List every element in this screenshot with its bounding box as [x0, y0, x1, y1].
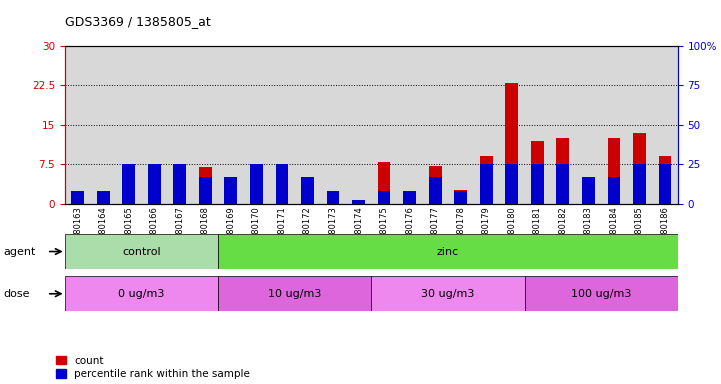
Bar	[327, 201, 340, 204]
Bar	[199, 177, 212, 204]
Bar	[174, 164, 186, 204]
Bar	[557, 138, 569, 204]
Bar	[403, 198, 416, 204]
Text: agent: agent	[4, 247, 36, 257]
Bar	[454, 191, 467, 204]
Bar	[65, 234, 218, 269]
Bar	[480, 164, 492, 204]
Bar	[199, 167, 212, 204]
Bar	[633, 164, 646, 204]
Bar	[250, 164, 262, 204]
Bar	[123, 166, 135, 204]
Text: 100 ug/m3: 100 ug/m3	[571, 289, 632, 299]
Bar	[557, 164, 569, 204]
Bar	[148, 187, 161, 204]
Bar	[403, 191, 416, 204]
Bar	[378, 191, 391, 204]
Bar	[352, 203, 365, 204]
Bar	[275, 164, 288, 204]
Bar	[525, 276, 678, 311]
Bar	[218, 276, 371, 311]
Bar	[531, 164, 544, 204]
Bar	[97, 199, 110, 204]
Bar	[65, 276, 218, 311]
Bar	[97, 191, 110, 204]
Bar	[250, 180, 262, 204]
Bar	[148, 164, 161, 204]
Bar	[608, 138, 620, 204]
Bar	[218, 234, 678, 269]
Bar	[505, 83, 518, 204]
Bar	[301, 193, 314, 204]
Bar	[429, 177, 441, 204]
Text: control: control	[122, 247, 161, 257]
Bar	[378, 162, 391, 204]
Bar	[224, 196, 237, 204]
Bar	[71, 203, 84, 204]
Bar	[71, 191, 84, 204]
Bar	[531, 141, 544, 204]
Bar	[582, 193, 595, 204]
Bar	[327, 191, 340, 204]
Bar	[224, 177, 237, 204]
Bar	[352, 200, 365, 204]
Bar	[658, 156, 671, 204]
Bar	[633, 133, 646, 204]
Bar	[658, 164, 671, 204]
Text: GDS3369 / 1385805_at: GDS3369 / 1385805_at	[65, 15, 211, 28]
Bar	[275, 166, 288, 204]
Bar	[371, 276, 525, 311]
Legend: count, percentile rank within the sample: count, percentile rank within the sample	[56, 356, 250, 379]
Bar	[480, 156, 492, 204]
Bar	[582, 177, 595, 204]
Bar	[608, 177, 620, 204]
Bar	[429, 166, 441, 204]
Bar	[301, 177, 314, 204]
Text: 30 ug/m3: 30 ug/m3	[421, 289, 474, 299]
Text: zinc: zinc	[437, 247, 459, 257]
Text: 10 ug/m3: 10 ug/m3	[268, 289, 322, 299]
Text: 0 ug/m3: 0 ug/m3	[118, 289, 164, 299]
Bar	[454, 190, 467, 204]
Bar	[174, 166, 186, 204]
Bar	[123, 164, 135, 204]
Text: dose: dose	[4, 289, 30, 299]
Bar	[505, 164, 518, 204]
